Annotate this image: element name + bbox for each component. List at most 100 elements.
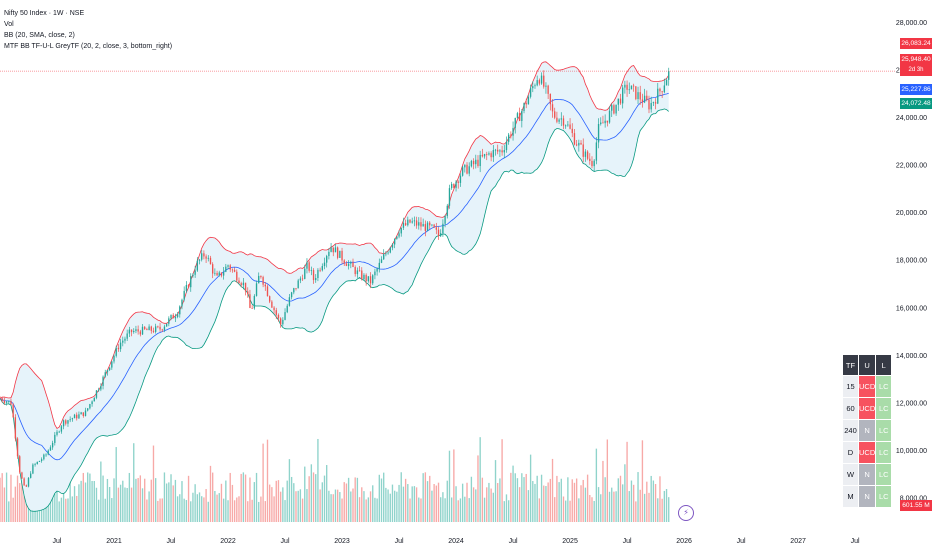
lightning-bolt-icon[interactable]: ⚡ bbox=[678, 505, 694, 521]
candle-body bbox=[236, 271, 238, 281]
candle-body bbox=[258, 275, 260, 284]
candle-body bbox=[591, 160, 593, 167]
candle-body bbox=[668, 71, 670, 80]
volume-bar bbox=[345, 483, 348, 522]
volume-bar bbox=[172, 485, 174, 522]
candle-body bbox=[450, 184, 453, 189]
mtf-upper-cell: N bbox=[857, 419, 877, 442]
candle-body bbox=[459, 175, 462, 183]
mtf-upper-cell: UCD bbox=[857, 397, 877, 420]
volume-bar bbox=[569, 500, 571, 522]
price-tag: 2d 3h bbox=[900, 65, 932, 76]
volume-bar bbox=[407, 484, 409, 522]
candle-body bbox=[198, 259, 201, 261]
volume-bar bbox=[102, 475, 104, 522]
volume-bar bbox=[117, 487, 120, 522]
volume-bar bbox=[628, 491, 630, 522]
candle-body bbox=[170, 314, 172, 319]
candle-body bbox=[402, 223, 405, 228]
volume-bar bbox=[448, 450, 451, 522]
volume-bar bbox=[269, 484, 271, 522]
volume-bar bbox=[115, 447, 117, 522]
candle-body bbox=[207, 257, 209, 259]
candle-body bbox=[527, 96, 530, 105]
volume-bar bbox=[242, 472, 245, 522]
price-tag: 26,083.24 bbox=[900, 38, 932, 49]
candle-body bbox=[233, 269, 236, 272]
volume-bar bbox=[486, 487, 488, 522]
volume-bar bbox=[308, 476, 310, 522]
volume-bar bbox=[249, 477, 251, 522]
candle-body bbox=[220, 272, 223, 276]
volume-bar bbox=[646, 481, 648, 522]
candle-body bbox=[393, 238, 396, 245]
candle-body bbox=[38, 460, 41, 462]
candle-body bbox=[343, 260, 345, 264]
volume-bar bbox=[575, 478, 578, 522]
volume-bar bbox=[275, 480, 277, 522]
volume-bar bbox=[472, 487, 475, 522]
candle-body bbox=[190, 276, 192, 288]
candle-body bbox=[290, 292, 293, 298]
x-tick-label: Jul bbox=[395, 538, 404, 545]
volume-legend[interactable]: Vol bbox=[4, 21, 14, 28]
candle-body bbox=[514, 117, 516, 128]
candle-body bbox=[111, 361, 113, 368]
volume-bar bbox=[398, 484, 400, 522]
volume-bar bbox=[420, 498, 422, 522]
candle-body bbox=[108, 367, 111, 371]
candle-body bbox=[97, 389, 100, 391]
candle-body bbox=[3, 400, 6, 403]
bb-band-fill bbox=[0, 61, 669, 512]
mtf-legend[interactable]: MTF BB TF-U-L GreyTF (20, 2, close, 3, b… bbox=[4, 43, 173, 50]
candle-body bbox=[611, 105, 613, 111]
candle-body bbox=[567, 124, 569, 126]
volume-bar bbox=[122, 480, 124, 522]
volume-bar bbox=[133, 443, 135, 522]
candle-body bbox=[582, 144, 584, 157]
bollinger-legend[interactable]: BB (20, SMA, close, 2) bbox=[4, 32, 75, 39]
mtf-upper-cell: N bbox=[857, 463, 877, 486]
candle-body bbox=[643, 95, 646, 103]
mtf-status-table: TF U L 15 UCD LC 60 UCD LC 240 N LC D UC… bbox=[842, 354, 893, 508]
volume-bar bbox=[527, 490, 530, 522]
candle-body bbox=[639, 92, 641, 100]
volume-bar bbox=[595, 448, 598, 522]
y-tick-label: 12,000.00 bbox=[896, 401, 927, 408]
candle-body bbox=[249, 294, 251, 308]
volume-bar bbox=[293, 483, 295, 522]
candle-body bbox=[534, 85, 536, 87]
volume-bar bbox=[203, 497, 205, 522]
candle-body bbox=[297, 280, 299, 289]
volume-bar bbox=[211, 472, 214, 522]
candle-body bbox=[1, 398, 3, 401]
volume-bar bbox=[518, 487, 521, 522]
volume-bar bbox=[124, 487, 126, 522]
candle-body bbox=[494, 149, 497, 151]
volume-bar bbox=[648, 492, 650, 522]
y-tick-label: 18,000.00 bbox=[896, 258, 927, 265]
volume-bar bbox=[216, 494, 218, 522]
candle-body bbox=[222, 271, 225, 276]
candle-body bbox=[334, 247, 337, 253]
volume-bar bbox=[12, 497, 14, 522]
candle-body bbox=[435, 227, 437, 230]
mtf-tf-cell: 15 bbox=[842, 375, 859, 398]
volume-bar bbox=[490, 488, 492, 522]
candle-body bbox=[586, 151, 589, 159]
volume-bar bbox=[262, 443, 264, 522]
candle-body bbox=[429, 222, 431, 226]
volume-bar bbox=[104, 498, 106, 522]
volume-bar bbox=[161, 498, 163, 522]
volume-bar bbox=[319, 489, 321, 522]
volume-bar bbox=[650, 475, 652, 522]
candle-body bbox=[437, 229, 440, 237]
volume-bar bbox=[606, 439, 609, 522]
symbol-title[interactable]: Nifty 50 Index · 1W · NSE bbox=[4, 10, 85, 17]
volume-bar bbox=[573, 482, 576, 522]
volume-bar bbox=[60, 497, 63, 522]
volume-bar bbox=[475, 489, 477, 522]
price-tag: 601.55 M bbox=[900, 500, 932, 511]
volume-bar bbox=[626, 441, 628, 522]
